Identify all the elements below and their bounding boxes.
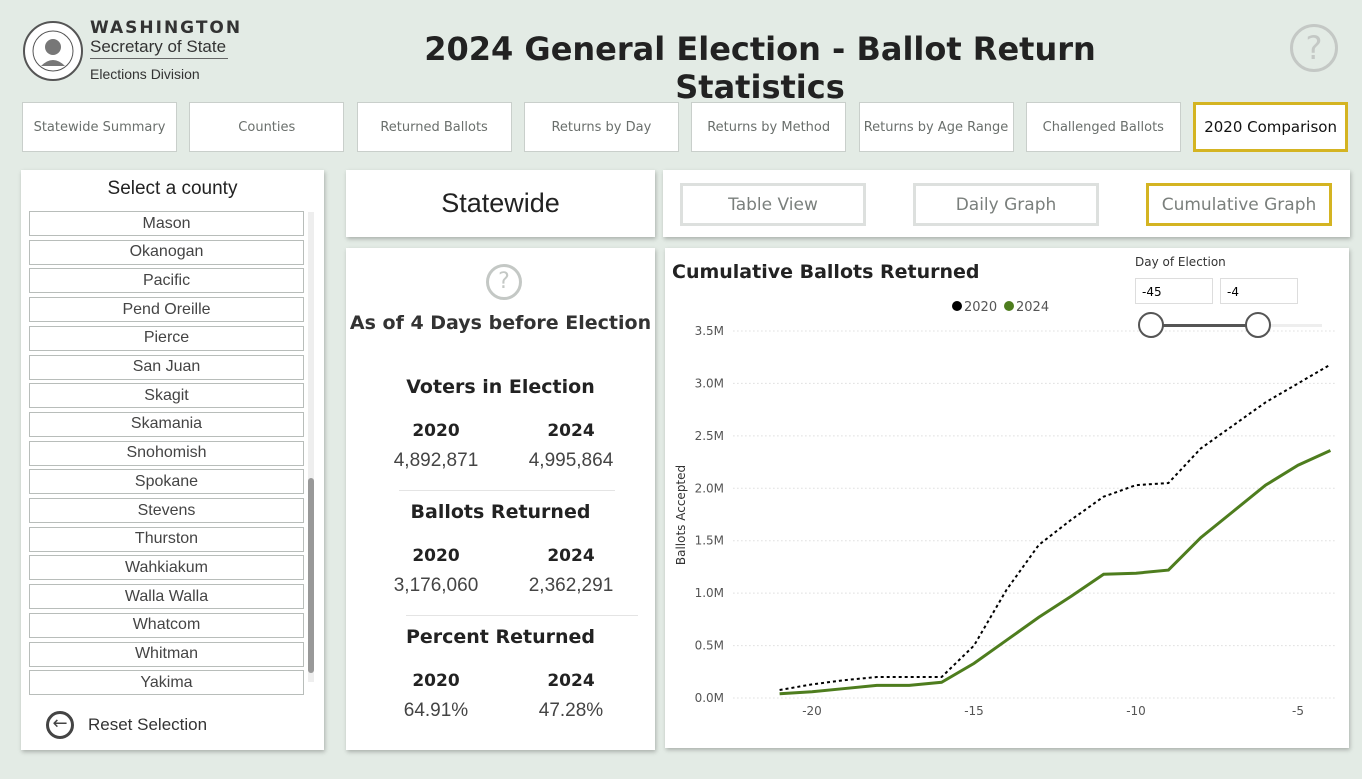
section-title: Ballots Returned [410, 501, 591, 523]
chart-panel [665, 248, 1349, 748]
legend-label: 2024 [1016, 300, 1049, 315]
county-item[interactable]: Spokane [29, 469, 304, 495]
chart: Cumulative Ballots Returned Ballots Accep… [672, 261, 1337, 718]
tab[interactable]: Statewide Summary [22, 102, 177, 152]
tab[interactable]: Counties [189, 102, 345, 152]
y-tick-label: 2.0M [695, 481, 724, 495]
year-label: 2020 [412, 546, 460, 566]
y-tick-label: 0.0M [695, 691, 724, 705]
stat-value: 4,995,864 [528, 450, 614, 471]
county-item[interactable]: Okanogan [29, 239, 304, 265]
county-item[interactable]: Pierce [29, 325, 304, 351]
stat-value: 3,176,060 [393, 575, 479, 596]
selection-panel: Statewide [346, 170, 655, 237]
help-button[interactable]: ? [486, 264, 522, 300]
slider-label: Day of Election [1135, 255, 1226, 269]
county-item[interactable]: Stevens [29, 498, 304, 523]
county-item[interactable]: San Juan [29, 354, 304, 380]
section-title: Percent Returned [405, 626, 596, 648]
stat-value: 64.91% [403, 700, 469, 721]
help-button[interactable]: ? [1290, 24, 1338, 72]
y-tick-label: 3.0M [695, 376, 724, 390]
tab[interactable]: Challenged Ballots [1025, 102, 1181, 152]
year-label: 2024 [547, 546, 595, 566]
selection-label: Statewide [441, 188, 560, 218]
as-of-label: As of 4 Days before Election [349, 312, 652, 334]
county-item[interactable]: Pacific [29, 268, 304, 294]
section-title: Voters in Election [406, 376, 595, 398]
county-item[interactable]: Skagit [29, 383, 304, 409]
county-item[interactable]: Walla Walla [29, 584, 304, 610]
slider-to[interactable]: -4 [1220, 278, 1298, 304]
county-panel: Select a county ← Reset Selection [21, 170, 324, 750]
x-tick-label: -15 [964, 704, 984, 718]
stat-value: 4,892,871 [393, 450, 479, 471]
tab[interactable]: Returned Ballots [356, 102, 512, 152]
chart-title: Cumulative Ballots Returned [672, 261, 980, 283]
view-button[interactable]: Cumulative Graph [1146, 183, 1332, 226]
divider [399, 490, 615, 491]
county-item[interactable]: Whatcom [29, 612, 304, 638]
y-tick-label: 1.5M [695, 534, 724, 548]
county-item[interactable]: Snohomish [29, 440, 304, 466]
org-name: WASHINGTON [90, 18, 243, 38]
series-line [779, 363, 1331, 692]
county-item[interactable]: Skamania [29, 411, 304, 437]
slider-from[interactable]: -45 [1135, 278, 1213, 304]
year-label: 2020 [412, 671, 460, 691]
seal [23, 21, 83, 81]
legend-marker [952, 301, 962, 311]
year-label: 2020 [412, 421, 460, 441]
org-name: Elections Division [90, 66, 200, 82]
series-line [779, 449, 1332, 696]
x-tick-label: -20 [802, 704, 822, 718]
county-item[interactable]: Thurston [29, 526, 304, 552]
y-axis-label: Ballots Accepted [674, 465, 688, 565]
reset-icon[interactable]: ← [46, 711, 74, 739]
county-item[interactable]: Pend Oreille [29, 297, 304, 323]
y-tick-label: 2.5M [695, 429, 724, 443]
reset-button[interactable]: Reset Selection [88, 715, 208, 734]
tab[interactable]: Returns by Method [691, 102, 847, 152]
tab[interactable]: Returns by Day [523, 102, 679, 152]
stat-value: 2,362,291 [528, 575, 614, 596]
view-button[interactable]: Daily Graph [913, 183, 1099, 226]
panel-title: Select a county [107, 178, 238, 199]
slider-handle[interactable] [1138, 312, 1164, 338]
county-item[interactable]: Mason [29, 211, 304, 236]
tab[interactable]: Returns by Age Range [858, 102, 1014, 152]
stat-value: 47.28% [538, 700, 604, 721]
year-label: 2024 [547, 421, 595, 441]
x-tick-label: -5 [1292, 704, 1304, 718]
y-tick-label: 1.0M [695, 586, 724, 600]
scrollbar[interactable] [308, 478, 314, 673]
legend-marker [1004, 301, 1014, 311]
y-tick-label: 3.5M [695, 324, 724, 338]
page-title: 2024 General Election - Ballot Return St… [424, 30, 1096, 106]
y-tick-label: 0.5M [695, 639, 724, 653]
legend-label: 2020 [964, 300, 997, 315]
tab[interactable]: 2020 Comparison [1193, 102, 1349, 152]
stats-panel: ? As of 4 Days before Election Voters in… [346, 248, 655, 750]
year-label: 2024 [547, 671, 595, 691]
county-item[interactable]: Yakima [29, 670, 304, 696]
county-item[interactable]: Whitman [29, 641, 304, 667]
county-item[interactable]: Wahkiakum [29, 555, 304, 581]
view-button[interactable]: Table View [680, 183, 866, 226]
divider [406, 615, 638, 616]
slider-handle[interactable] [1245, 312, 1271, 338]
x-tick-label: -10 [1126, 704, 1146, 718]
org-name: Secretary of State [90, 37, 227, 56]
